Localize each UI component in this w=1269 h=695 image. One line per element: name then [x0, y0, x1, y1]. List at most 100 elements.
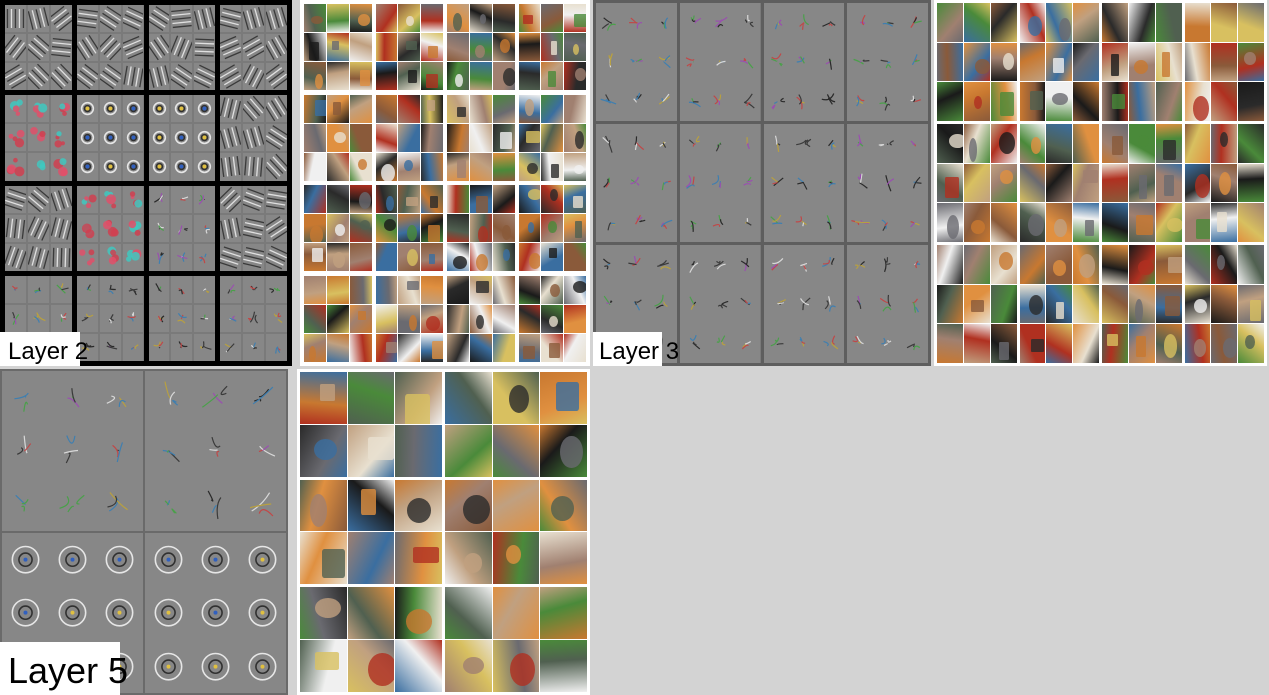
image-patch — [1073, 203, 1099, 242]
filter-visualization — [649, 245, 677, 285]
filter-visualization — [171, 95, 193, 123]
filter-visualization — [679, 163, 707, 203]
filter-visualization — [243, 34, 265, 62]
image-patch — [447, 123, 469, 152]
filter-visualization — [220, 63, 242, 91]
image-patch — [304, 275, 326, 304]
tile-group — [304, 94, 372, 181]
tile-group — [5, 5, 72, 91]
filter-visualization — [27, 5, 49, 33]
filter-visualization — [679, 42, 707, 82]
filter-visualization — [596, 202, 623, 242]
image-patch — [937, 124, 963, 163]
image-patch — [1184, 284, 1211, 324]
filter-visualization — [148, 95, 170, 123]
image-patch — [963, 245, 990, 284]
image-patch — [304, 152, 326, 181]
filter-visualization — [194, 34, 216, 62]
filter-visualization — [847, 163, 875, 203]
filter-visualization — [239, 639, 286, 693]
layer5-deconv-panel — [0, 369, 288, 695]
image-patch — [300, 587, 347, 640]
image-patch — [1046, 3, 1073, 42]
image-patch — [1046, 82, 1073, 121]
tile-group — [5, 95, 72, 181]
filter-visualization — [847, 42, 875, 82]
tile-group — [145, 533, 286, 693]
filter-visualization — [148, 214, 170, 242]
image-patch — [963, 203, 990, 242]
filter-visualization — [622, 202, 650, 242]
image-patch — [326, 94, 349, 123]
image-patch — [326, 4, 349, 33]
filter-visualization — [122, 214, 144, 242]
filter-visualization — [122, 5, 144, 33]
filter-visualization — [243, 275, 265, 303]
filter-visualization — [266, 63, 287, 91]
filter-visualization — [239, 477, 286, 531]
image-patch — [326, 62, 349, 91]
filter-visualization — [50, 5, 72, 33]
filter-visualization — [122, 185, 144, 213]
filter-visualization — [27, 153, 49, 181]
image-patch — [375, 214, 398, 243]
image-patch — [469, 123, 492, 152]
image-patch — [447, 152, 469, 181]
image-patch — [347, 587, 395, 640]
image-patch — [445, 424, 492, 477]
image-patch — [492, 33, 515, 62]
image-patch — [990, 82, 1017, 121]
image-patch — [492, 372, 540, 424]
filter-visualization — [171, 333, 193, 361]
filter-visualization — [733, 81, 761, 121]
filter-visualization — [763, 245, 791, 285]
filter-visualization — [790, 81, 818, 121]
filter-visualization — [847, 284, 875, 324]
filter-visualization — [50, 95, 72, 123]
filter-visualization — [50, 214, 72, 242]
filter-visualization — [763, 124, 791, 164]
image-patch — [963, 124, 990, 163]
image-patch — [963, 163, 990, 203]
filter-visualization — [171, 63, 193, 91]
image-patch — [541, 33, 564, 62]
filter-visualization — [790, 323, 818, 363]
image-patch — [1046, 124, 1073, 163]
image-patch — [445, 587, 492, 640]
filter-visualization — [194, 5, 216, 33]
image-patch — [469, 33, 492, 62]
image-patch — [1238, 245, 1264, 284]
image-patch — [541, 214, 564, 243]
filter-visualization — [649, 3, 677, 43]
image-patch — [564, 62, 586, 91]
filter-visualization — [847, 202, 875, 242]
image-patch — [347, 424, 395, 477]
image-patch — [492, 243, 515, 272]
filter-visualization — [148, 243, 170, 271]
image-patch — [492, 123, 515, 152]
image-patch — [304, 4, 326, 33]
image-patch — [375, 33, 398, 62]
filter-visualization — [596, 42, 623, 82]
filter-visualization — [192, 424, 239, 478]
filter-visualization — [99, 275, 121, 303]
image-patch — [445, 640, 492, 692]
filter-visualization — [220, 124, 242, 152]
image-patch — [395, 424, 442, 477]
image-patch — [1102, 42, 1128, 82]
image-patch — [990, 245, 1017, 284]
image-patch — [349, 243, 372, 272]
image-patch — [326, 123, 349, 152]
tile-group — [375, 185, 443, 272]
image-patch — [1211, 284, 1238, 324]
filter-visualization — [145, 586, 192, 640]
image-patch — [447, 333, 469, 362]
filter-visualization — [27, 63, 49, 91]
filter-visualization — [99, 95, 121, 123]
image-patch — [492, 304, 515, 333]
image-patch — [1128, 284, 1155, 324]
image-patch — [1238, 163, 1264, 203]
image-patch — [349, 275, 372, 304]
image-patch — [375, 185, 398, 214]
image-patch — [349, 185, 372, 214]
